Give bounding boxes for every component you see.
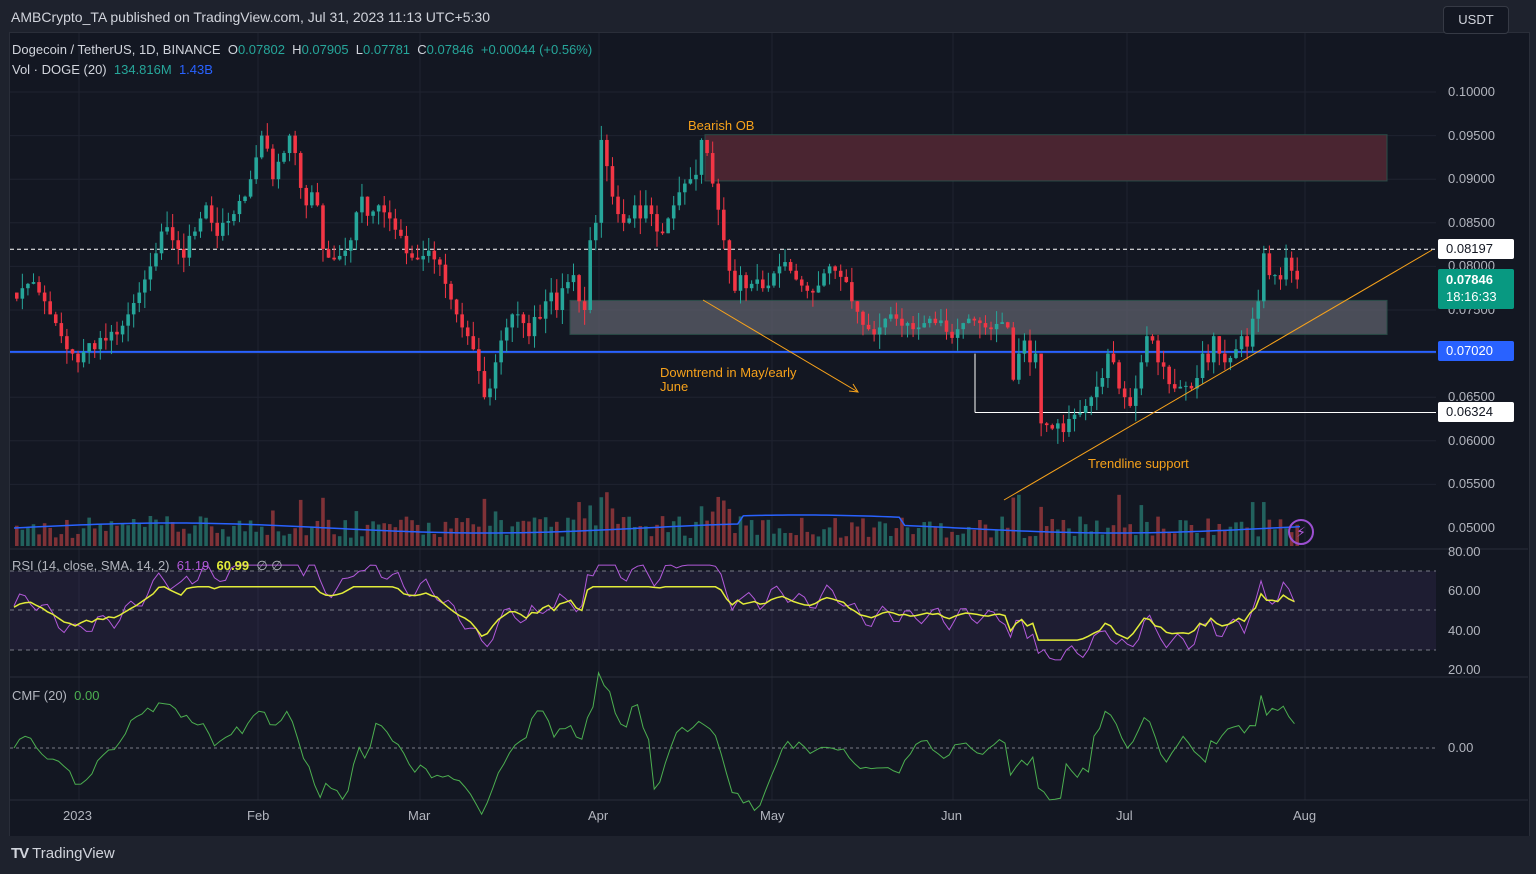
price-tick: 0.06500 — [1448, 389, 1495, 404]
main-legend: Dogecoin / TetherUS, 1D, BINANCE O0.0780… — [12, 42, 592, 57]
footer — [0, 836, 1536, 874]
time-label: Jul — [1116, 808, 1133, 823]
cmf-value: 0.00 — [74, 688, 100, 703]
volume-value: 134.816M — [113, 62, 172, 77]
rsi-tick: 80.00 — [1448, 544, 1481, 559]
downtrend-label[interactable]: Downtrend in May/early — [660, 365, 797, 380]
price-tick: 0.08500 — [1448, 215, 1495, 230]
volume-legend: Vol · DOGE (20) 134.816M 1.43B — [12, 62, 213, 77]
low-label: L — [355, 42, 364, 57]
price-tick: 0.05000 — [1448, 520, 1495, 535]
publish-header: AMBCrypto_TA published on TradingView.co… — [0, 0, 1536, 34]
publish-info: AMBCrypto_TA published on TradingView.co… — [11, 9, 491, 25]
cmf-title[interactable]: CMF (20) — [12, 688, 67, 703]
change-value: +0.00044 (+0.56%) — [480, 42, 593, 57]
time-label: Feb — [247, 808, 270, 823]
rsi-tick: 40.00 — [1448, 623, 1481, 638]
price-tick: 0.09000 — [1448, 171, 1495, 186]
open-label: O — [227, 42, 238, 57]
time-label: Jun — [941, 808, 962, 823]
close-label: C — [417, 42, 427, 57]
bearish-ob-label[interactable]: Bearish OB — [688, 118, 755, 133]
rsi-tick: 60.00 — [1448, 583, 1481, 598]
rsi-title[interactable]: RSI (14, close, SMA, 14, 2) — [12, 558, 170, 573]
time-label: Aug — [1293, 808, 1317, 823]
volume-ma-value: 1.43B — [178, 62, 213, 77]
support-price-tag: 0.07020 — [1438, 341, 1514, 361]
price-tick: 0.06000 — [1448, 433, 1495, 448]
price-tick: 0.09500 — [1448, 128, 1495, 143]
open-value: 0.07802 — [237, 42, 285, 57]
trendline-label[interactable]: Trendline support — [1088, 456, 1189, 471]
last-price: 0.07846 — [1446, 272, 1493, 287]
low-value: 0.07781 — [363, 42, 411, 57]
price-tick: 0.10000 — [1448, 84, 1495, 99]
rsi-extra: ∅ ∅ — [256, 558, 283, 573]
rsi-legend: RSI (14, close, SMA, 14, 2) 61.19 60.99 … — [12, 558, 283, 574]
last-price-tag: 0.07846 18:16:33 — [1438, 269, 1514, 309]
rsi-ma-value: 60.99 — [216, 558, 250, 573]
downtrend-label-line2[interactable]: June — [660, 379, 689, 394]
tradingview-logo[interactable]: TV TradingView — [11, 845, 115, 862]
volume-title[interactable]: Vol · DOGE (20) — [12, 62, 107, 77]
low-price-tag: 0.06324 — [1438, 402, 1514, 422]
time-label: Mar — [408, 808, 431, 823]
tradingview-brand: TradingView — [32, 845, 115, 862]
time-label: 2023 — [63, 808, 92, 823]
high-value: 0.07905 — [301, 42, 349, 57]
symbol-title[interactable]: Dogecoin / TetherUS, 1D, BINANCE — [12, 42, 221, 57]
rsi-tick: 20.00 — [1448, 662, 1481, 677]
resistance-price-tag: 0.08197 — [1438, 239, 1514, 259]
tradingview-logo-icon: TV — [11, 845, 29, 862]
currency-button[interactable]: USDT — [1443, 6, 1509, 34]
cmf-tick: 0.00 — [1448, 740, 1474, 755]
bar-countdown: 18:16:33 — [1446, 289, 1497, 304]
high-label: H — [292, 42, 302, 57]
time-label: Apr — [588, 808, 609, 823]
time-label: May — [760, 808, 785, 823]
cmf-legend: CMF (20) 0.00 — [12, 688, 99, 703]
lightning-icon[interactable]: ⚡ — [1288, 519, 1314, 545]
rsi-value: 61.19 — [176, 558, 210, 573]
price-tick: 0.05500 — [1448, 476, 1495, 491]
close-value: 0.07846 — [426, 42, 474, 57]
